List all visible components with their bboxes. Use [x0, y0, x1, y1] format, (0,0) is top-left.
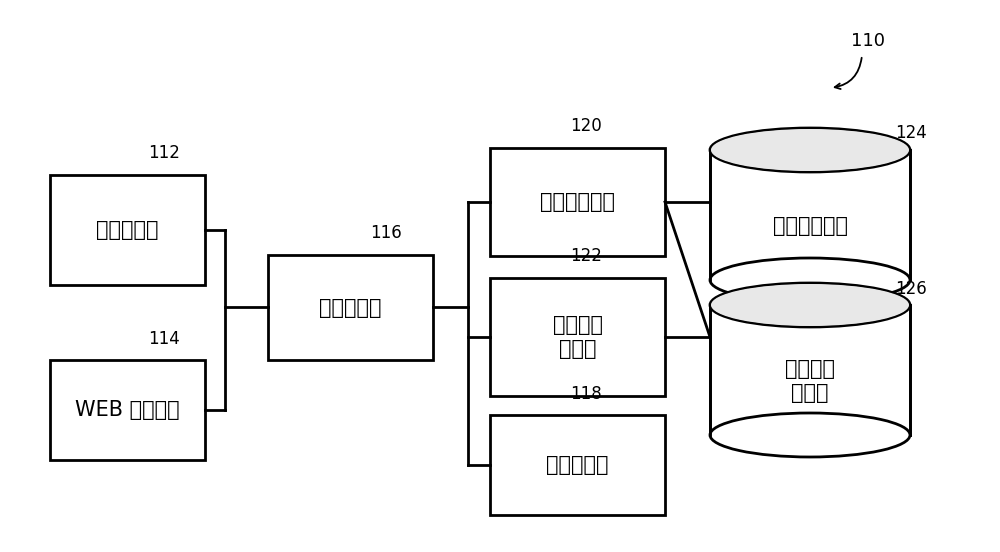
- Bar: [50, 360, 205, 460]
- Ellipse shape: [710, 283, 910, 327]
- Text: 120: 120: [570, 117, 602, 135]
- Text: 126: 126: [895, 280, 927, 298]
- Ellipse shape: [711, 129, 909, 171]
- Bar: [50, 175, 205, 285]
- Bar: [268, 255, 433, 360]
- Ellipse shape: [710, 128, 910, 172]
- Bar: [490, 148, 665, 256]
- Text: 124: 124: [895, 124, 927, 142]
- Text: 116: 116: [370, 224, 402, 242]
- Text: 110: 110: [851, 32, 885, 50]
- Text: 操作处理部: 操作处理部: [319, 298, 382, 317]
- Text: 帐户信息
存储部: 帐户信息 存储部: [785, 359, 835, 402]
- Ellipse shape: [710, 258, 910, 302]
- Text: 122: 122: [570, 247, 602, 265]
- Text: 118: 118: [570, 385, 602, 403]
- Text: 设定值管理部: 设定值管理部: [540, 192, 615, 212]
- Text: 识别认证
处理部: 识别认证 处理部: [552, 315, 602, 359]
- Text: 图像功能部: 图像功能部: [546, 455, 609, 475]
- Text: 112: 112: [148, 144, 180, 162]
- Ellipse shape: [710, 413, 910, 457]
- Text: 114: 114: [148, 330, 180, 348]
- Bar: [490, 415, 665, 515]
- Bar: [710, 150, 910, 280]
- Text: 操作屏接口: 操作屏接口: [96, 220, 159, 240]
- Bar: [490, 278, 665, 396]
- Ellipse shape: [711, 284, 909, 326]
- Text: 设定值存储部: 设定值存储部: [772, 216, 848, 236]
- Bar: [710, 305, 910, 435]
- Text: WEB 服务接口: WEB 服务接口: [75, 400, 180, 420]
